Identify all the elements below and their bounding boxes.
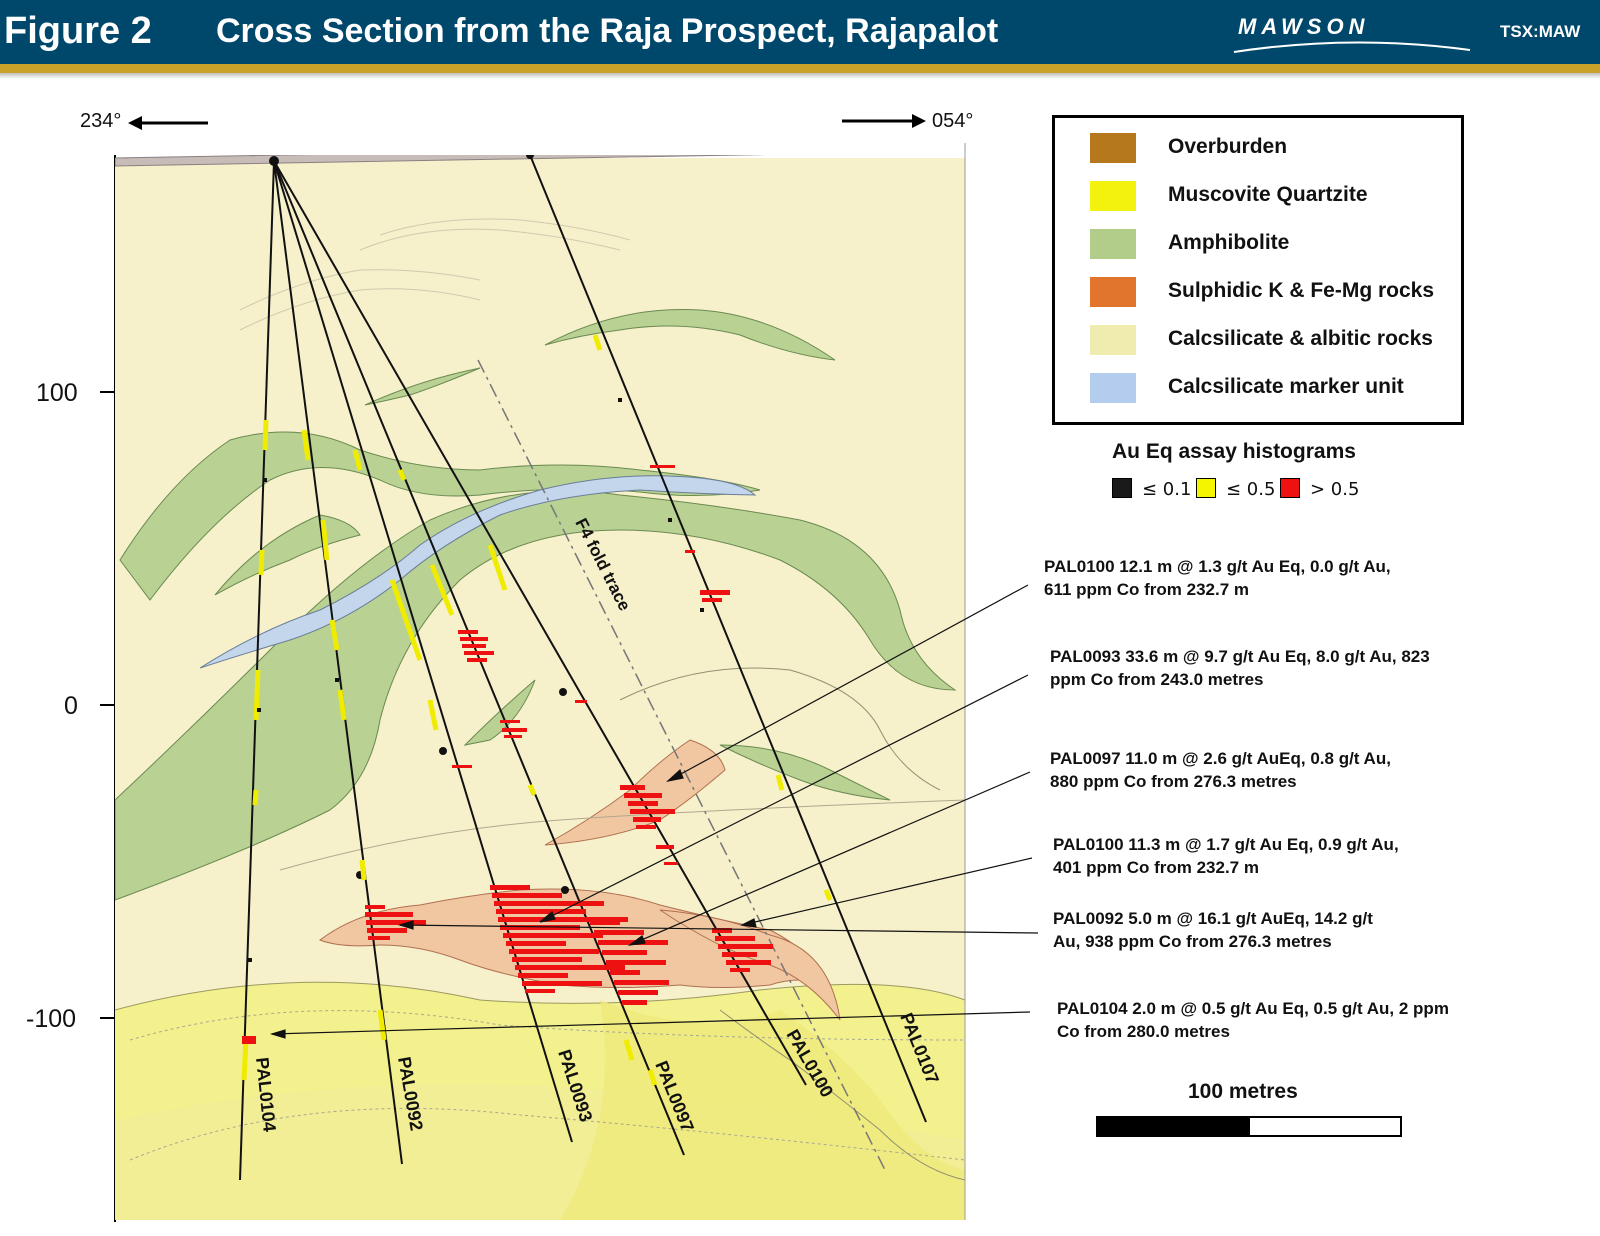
scale-bar-fill bbox=[1098, 1118, 1250, 1135]
assay-swatch bbox=[1196, 478, 1216, 498]
assay-swatch bbox=[1280, 478, 1300, 498]
collar-pal0107 bbox=[526, 155, 534, 159]
leader-line-4 bbox=[741, 857, 1033, 926]
annotation-line: ppm Co from 243.0 metres bbox=[1050, 670, 1264, 689]
header-shadow bbox=[0, 73, 1600, 79]
legend-swatch bbox=[1090, 181, 1136, 211]
assay-label: > 0.5 bbox=[1310, 479, 1360, 500]
legend-swatch bbox=[1090, 277, 1136, 307]
scale-bar-label: 100 metres bbox=[1188, 1080, 1298, 1103]
annotation-6: PAL0104 2.0 m @ 0.5 g/t Au Eq, 0.5 g/t A… bbox=[1057, 997, 1449, 1043]
scale-bar bbox=[1096, 1116, 1402, 1137]
annotation-line: Au, 938 ppm Co from 276.3 metres bbox=[1053, 932, 1332, 951]
figure-label: Figure 2 bbox=[4, 10, 152, 52]
logo-swoosh-icon bbox=[1233, 41, 1471, 53]
annotation-line: Co from 280.0 metres bbox=[1057, 1022, 1230, 1041]
legend-swatch bbox=[1090, 133, 1136, 163]
lithology-legend bbox=[1052, 115, 1464, 425]
legend-label: Muscovite Quartzite bbox=[1168, 183, 1368, 206]
legend-swatch bbox=[1090, 325, 1136, 355]
leader-line-6 bbox=[271, 1011, 1031, 1035]
left-arrow-icon bbox=[128, 116, 208, 130]
header-gold-stripe bbox=[0, 64, 1600, 73]
legend-label: Amphibolite bbox=[1168, 231, 1290, 254]
right-direction-label: 054° bbox=[932, 110, 974, 132]
legend-label: Calcsilicate & albitic rocks bbox=[1168, 327, 1433, 350]
annotation-3: PAL0097 11.0 m @ 2.6 g/t AuEq, 0.8 g/t A… bbox=[1050, 747, 1391, 793]
legend-label: Calcsilicate marker unit bbox=[1168, 375, 1404, 398]
annotation-line: 611 ppm Co from 232.7 m bbox=[1044, 580, 1250, 599]
amphibolite-fold bbox=[115, 490, 957, 901]
annotation-4: PAL0100 11.3 m @ 1.7 g/t Au Eq, 0.9 g/t … bbox=[1053, 833, 1399, 879]
annotation-line: PAL0100 11.3 m @ 1.7 g/t Au Eq, 0.9 g/t … bbox=[1053, 835, 1399, 854]
annotation-2: PAL0093 33.6 m @ 9.7 g/t Au Eq, 8.0 g/t … bbox=[1050, 645, 1430, 691]
assay-legend-title: Au Eq assay histograms bbox=[1112, 440, 1356, 463]
annotation-1: PAL0100 12.1 m @ 1.3 g/t Au Eq, 0.0 g/t … bbox=[1044, 555, 1391, 601]
assay-swatch bbox=[1112, 478, 1132, 498]
annotation-line: PAL0104 2.0 m @ 0.5 g/t Au Eq, 0.5 g/t A… bbox=[1057, 999, 1449, 1018]
header-bar bbox=[0, 0, 1600, 64]
assay-label: ≤ 0.5 bbox=[1226, 479, 1276, 500]
quartzite-lens bbox=[560, 1000, 965, 1220]
mawson-logo: MAWSON bbox=[1238, 14, 1370, 39]
amphibolite-lens-upper bbox=[544, 308, 836, 361]
drillhole-line-pal0093 bbox=[273, 160, 573, 1143]
y-tick-label-100: 100 bbox=[36, 379, 78, 407]
left-direction-label: 234° bbox=[80, 110, 122, 132]
collar-main bbox=[269, 156, 279, 166]
leader-line-5 bbox=[399, 924, 1039, 934]
amphibolite-upper bbox=[119, 431, 761, 601]
annotation-line: PAL0093 33.6 m @ 9.7 g/t Au Eq, 8.0 g/t … bbox=[1050, 647, 1430, 666]
drillhole-line-pal0092 bbox=[273, 160, 403, 1165]
right-arrow-icon bbox=[842, 114, 926, 128]
annotation-line: PAL0097 11.0 m @ 2.6 g/t AuEq, 0.8 g/t A… bbox=[1050, 749, 1391, 768]
annotation-5: PAL0092 5.0 m @ 16.1 g/t AuEq, 14.2 g/t … bbox=[1053, 907, 1373, 953]
assay-label: ≤ 0.1 bbox=[1142, 479, 1192, 500]
y-tick-label-minus-100: -100 bbox=[26, 1005, 77, 1033]
annotation-line: PAL0092 5.0 m @ 16.1 g/t AuEq, 14.2 g/t bbox=[1053, 909, 1373, 928]
leader-line-3 bbox=[629, 771, 1031, 946]
ticker-symbol: TSX:MAW bbox=[1500, 22, 1581, 41]
annotation-line: 401 ppm Co from 232.7 m bbox=[1053, 858, 1259, 877]
leader-line-1 bbox=[667, 584, 1029, 782]
legend-label: Overburden bbox=[1168, 135, 1288, 158]
leader-line-2 bbox=[539, 674, 1029, 923]
annotation-line: PAL0100 12.1 m @ 1.3 g/t Au Eq, 0.0 g/t … bbox=[1044, 557, 1391, 576]
f4-fold-trace-line bbox=[477, 359, 886, 1171]
annotation-line: 880 ppm Co from 276.3 metres bbox=[1050, 772, 1297, 791]
legend-label: Sulphidic K & Fe-Mg rocks bbox=[1168, 279, 1435, 302]
drillhole-line-pal0107 bbox=[529, 155, 927, 1123]
legend-swatch bbox=[1090, 373, 1136, 403]
y-tick-label-0: 0 bbox=[64, 692, 78, 720]
figure-title: Cross Section from the Raja Prospect, Ra… bbox=[216, 12, 999, 50]
legend-swatch bbox=[1090, 229, 1136, 259]
